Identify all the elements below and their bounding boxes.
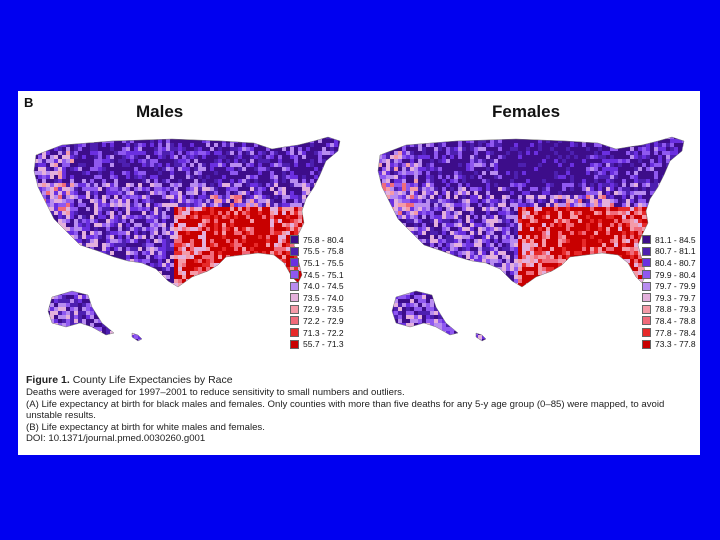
- figure-title-line: Figure 1. County Life Expectancies by Ra…: [26, 374, 694, 386]
- legend-label: 75.8 - 80.4: [303, 234, 344, 245]
- legend-item: 74.0 - 74.5: [290, 280, 344, 292]
- legend-item: 75.8 - 80.4: [290, 234, 344, 246]
- legend-swatch: [642, 258, 651, 268]
- legend-swatch: [642, 293, 651, 303]
- legend-item: 72.2 - 72.9: [290, 315, 344, 327]
- legend-item: 80.7 - 81.1: [642, 246, 696, 258]
- females-county-map: [377, 136, 685, 342]
- legend-item: 71.3 - 72.2: [290, 327, 344, 339]
- legend-swatch: [290, 304, 299, 314]
- males-map-title: Males: [136, 102, 184, 121]
- legend-swatch: [642, 246, 651, 256]
- caption-line-4: DOI: 10.1371/journal.pmed.0030260.g001: [26, 433, 206, 445]
- legend-swatch: [290, 293, 299, 303]
- legend-label: 80.4 - 80.7: [655, 257, 696, 268]
- legend-swatch: [642, 270, 651, 280]
- figure-title: County Life Expectancies by Race: [72, 374, 233, 386]
- legend-swatch: [290, 328, 299, 338]
- legend-item: 79.7 - 79.9: [642, 280, 696, 292]
- legend-item: 79.9 - 80.4: [642, 269, 696, 281]
- legend-label: 78.8 - 79.3: [655, 304, 696, 315]
- legend-label: 78.4 - 78.8: [655, 315, 696, 326]
- figure-label: Figure 1.: [26, 374, 70, 386]
- legend-item: 78.8 - 79.3: [642, 304, 696, 316]
- legend-swatch: [642, 339, 651, 349]
- legend-label: 75.1 - 75.5: [303, 257, 344, 268]
- caption-line-2: (A) Life expectancy at birth for black m…: [26, 398, 665, 422]
- legend-item: 80.4 - 80.7: [642, 257, 696, 269]
- legend-label: 79.9 - 80.4: [655, 269, 696, 280]
- legend-label: 72.2 - 72.9: [303, 315, 344, 326]
- legend-label: 74.5 - 75.1: [303, 269, 344, 280]
- legend-swatch: [290, 270, 299, 280]
- legend-label: 71.3 - 72.2: [303, 327, 344, 338]
- legend-item: 55.7 - 71.3: [290, 338, 344, 350]
- legend-item: 73.3 - 77.8: [642, 338, 696, 350]
- figure-caption: Figure 1. County Life Expectancies by Ra…: [26, 374, 694, 445]
- legend-label: 75.5 - 75.8: [303, 246, 344, 257]
- legend-label: 80.7 - 81.1: [655, 246, 696, 257]
- caption-line-3: (B) Life expectancy at birth for white m…: [26, 421, 265, 433]
- legend-label: 77.8 - 78.4: [655, 327, 696, 338]
- caption-line-1: Deaths were averaged for 1997–2001 to re…: [26, 387, 405, 399]
- legend-item: 78.4 - 78.8: [642, 315, 696, 327]
- legend-swatch: [290, 258, 299, 268]
- legend-label: 79.3 - 79.7: [655, 292, 696, 303]
- legend-swatch: [290, 339, 299, 349]
- legend-item: 74.5 - 75.1: [290, 269, 344, 281]
- legend-item: 75.5 - 75.8: [290, 246, 344, 258]
- legend-swatch: [290, 281, 299, 291]
- females-map-title: Females: [492, 102, 561, 121]
- legend-swatch: [642, 328, 651, 338]
- males-county-map: [33, 136, 341, 342]
- legend-label: 81.1 - 84.5: [655, 234, 696, 245]
- figure-panel: B Males Females 75.8 - 80.4 75.5 - 75.8 75…: [18, 91, 700, 455]
- legend-item: 77.8 - 78.4: [642, 327, 696, 339]
- legend-swatch: [290, 316, 299, 326]
- panel-letter: B: [24, 95, 34, 110]
- legend-swatch: [290, 246, 299, 256]
- males-legend: 75.8 - 80.4 75.5 - 75.8 75.1 - 75.5 74.5 - …: [290, 234, 344, 350]
- legend-swatch: [642, 235, 651, 245]
- legend-item: 81.1 - 84.5: [642, 234, 696, 246]
- legend-label: 55.7 - 71.3: [303, 339, 344, 350]
- legend-item: 73.5 - 74.0: [290, 292, 344, 304]
- legend-item: 79.3 - 79.7: [642, 292, 696, 304]
- legend-swatch: [642, 316, 651, 326]
- legend-label: 73.3 - 77.8: [655, 339, 696, 350]
- females-legend: 81.1 - 84.5 80.7 - 81.1 80.4 - 80.7 79.9 - …: [642, 234, 696, 350]
- legend-swatch: [642, 281, 651, 291]
- legend-label: 74.0 - 74.5: [303, 281, 344, 292]
- legend-item: 75.1 - 75.5: [290, 257, 344, 269]
- legend-label: 72.9 - 73.5: [303, 304, 344, 315]
- legend-item: 72.9 - 73.5: [290, 304, 344, 316]
- legend-label: 79.7 - 79.9: [655, 281, 696, 292]
- legend-label: 73.5 - 74.0: [303, 292, 344, 303]
- legend-swatch: [290, 235, 299, 245]
- legend-swatch: [642, 304, 651, 314]
